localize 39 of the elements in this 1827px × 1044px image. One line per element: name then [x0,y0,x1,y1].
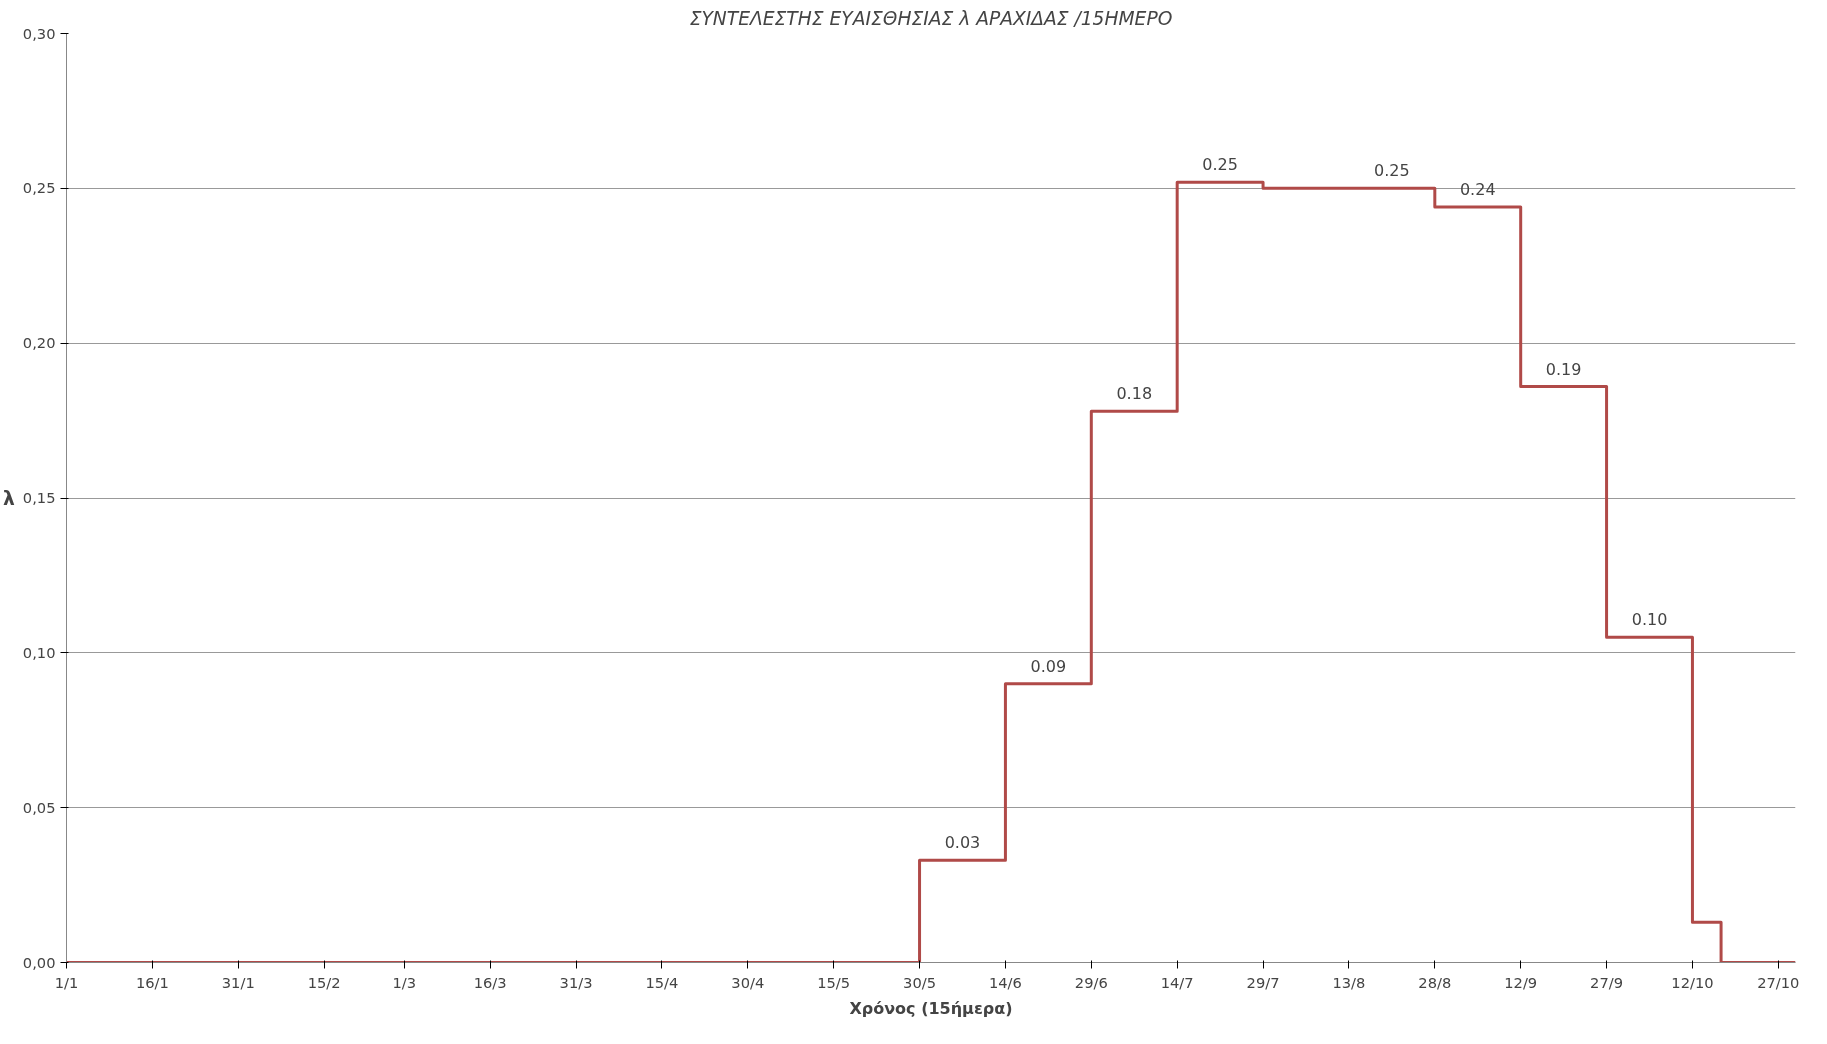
data-label: 0.19 [1545,359,1582,379]
x-tick-label: 12/9 [1504,973,1538,991]
x-tick-label: 13/8 [1332,973,1366,991]
x-tick-label: 30/4 [731,973,765,991]
data-label: 0.24 [1459,179,1496,199]
data-label: 0.03 [944,833,981,853]
x-tick-label: 27/9 [1590,973,1624,991]
x-tick-label: 28/8 [1418,973,1452,991]
data-label: 0.18 [1116,384,1153,404]
y-axis-title: λ [3,487,16,509]
x-tick-label: 31/3 [559,973,593,991]
y-tick-label: 0,20 [22,334,56,352]
x-tick-label: 31/1 [221,973,255,991]
x-tick-label: 16/3 [473,973,507,991]
data-label: 0.09 [1030,656,1067,676]
data-label: 0.25 [1202,155,1238,175]
x-tick-label: 30/5 [903,973,937,991]
y-tick-label: 0,05 [22,798,56,816]
x-tick-label: 27/10 [1757,973,1800,991]
x-tick-label: 1/1 [54,973,79,991]
y-tick-label: 0,00 [22,953,56,971]
x-tick-label: 29/7 [1246,973,1280,991]
x-tick-label: 15/4 [645,973,679,991]
y-tick-label: 0,10 [22,643,56,661]
y-tick-label: 0,25 [22,179,56,197]
data-label: 0.25 [1374,161,1410,181]
x-tick-label: 15/5 [817,973,851,991]
chart-title: ΣΥΝΤΕΛΕΣΤΗΣ ΕΥΑΙΣΘΗΣΙΑΣ λ ΑΡΑΧΙΔΑΣ /15ΗΜΕΡΟ [689,7,1173,29]
x-tick-label: 1/3 [392,973,417,991]
x-tick-label: 16/1 [135,973,169,991]
x-tick-label: 15/2 [307,973,341,991]
x-axis-title: Χρόνος (15ήμερα) [849,998,1013,1018]
y-tick-label: 0,30 [22,24,56,42]
x-tick-label: 29/6 [1074,973,1108,991]
x-tick-label: 14/7 [1160,973,1194,991]
x-tick-label: 14/6 [988,973,1022,991]
y-tick-label: 0,15 [22,489,56,506]
data-label: 0.10 [1631,610,1668,630]
x-tick-label: 12/10 [1671,973,1714,991]
